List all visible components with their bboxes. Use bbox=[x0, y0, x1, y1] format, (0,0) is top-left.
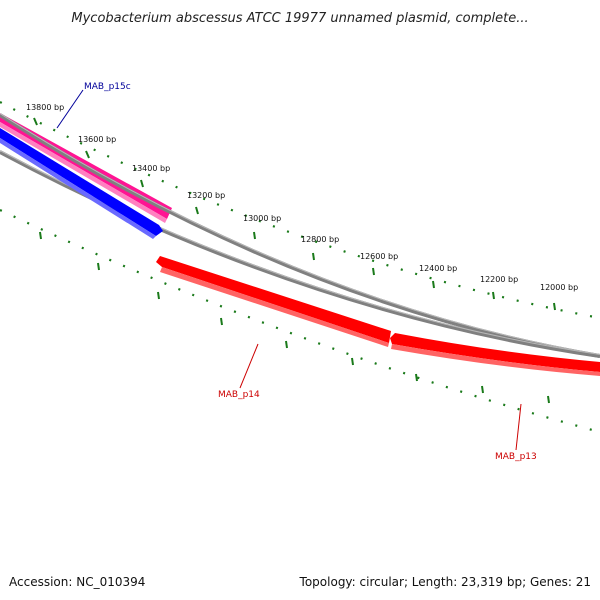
gene-mab-p15c-arrow[interactable] bbox=[0, 128, 163, 236]
major-tick bbox=[481, 385, 484, 394]
major-tick bbox=[351, 357, 354, 366]
tick-label: 13200 bp bbox=[187, 191, 225, 200]
major-tick bbox=[85, 150, 90, 159]
gene-mab-p14[interactable] bbox=[156, 256, 391, 347]
inner-tick-ring bbox=[0, 209, 600, 434]
gene-mab-p15c[interactable] bbox=[0, 128, 163, 239]
gene-mab-p13-highlight bbox=[391, 344, 600, 376]
tick-label: 13400 bp bbox=[132, 164, 170, 173]
tick-label: 12800 bp bbox=[301, 235, 339, 244]
gene-label-mab-p13[interactable]: MAB_p13 bbox=[495, 452, 537, 462]
major-tick bbox=[39, 231, 42, 240]
major-tick bbox=[140, 179, 144, 188]
gene-mab-p15c-leader bbox=[56, 89, 84, 129]
major-tick bbox=[97, 262, 100, 271]
major-tick bbox=[157, 291, 160, 300]
tick-label: 13800 bp bbox=[26, 103, 64, 112]
tick-label: 12000 bp bbox=[540, 283, 578, 292]
gene-mab-p14-leader bbox=[239, 343, 259, 389]
tick-label: 13600 bp bbox=[78, 135, 116, 144]
major-tick bbox=[253, 231, 256, 240]
pink-feature-highlight bbox=[0, 122, 167, 223]
gene-mab-p13-leader bbox=[515, 403, 522, 451]
backbone-outer bbox=[0, 113, 600, 358]
major-tick bbox=[432, 280, 435, 289]
accession-text: Accession: NC_010394 bbox=[9, 575, 145, 589]
major-tick bbox=[415, 373, 418, 382]
gene-mab-p15c-highlight bbox=[0, 138, 156, 239]
summary-text: Topology: circular; Length: 23,319 bp; G… bbox=[299, 575, 591, 589]
gene-mab-p14-highlight bbox=[160, 267, 389, 347]
tick-label: 13000 bp bbox=[243, 214, 281, 223]
backbone-outer-highlight bbox=[0, 113, 600, 355]
major-tick bbox=[312, 252, 315, 261]
tick-label: 12200 bp bbox=[480, 275, 518, 284]
backbone-inner-highlight bbox=[0, 150, 600, 355]
map-title: Mycobacterium abscessus ATCC 19977 unnam… bbox=[71, 11, 528, 26]
major-tick bbox=[553, 302, 556, 311]
backbone-inner bbox=[0, 150, 600, 358]
major-tick bbox=[285, 340, 288, 349]
tick-label: 12600 bp bbox=[360, 252, 398, 261]
gene-label-mab-p15c[interactable]: MAB_p15c bbox=[84, 82, 131, 92]
major-tick bbox=[220, 317, 223, 326]
inner-major-ticks bbox=[39, 231, 550, 404]
tick-label: 12400 bp bbox=[419, 264, 457, 273]
gene-mab-p13[interactable] bbox=[390, 333, 600, 376]
major-tick bbox=[492, 291, 495, 300]
major-tick bbox=[33, 117, 38, 126]
gene-label-mab-p14[interactable]: MAB_p14 bbox=[218, 390, 260, 400]
tick-labels: 13800 bp 13600 bp 13400 bp 13200 bp 1300… bbox=[26, 103, 578, 292]
major-tick bbox=[547, 395, 550, 404]
gene-mab-p14-arrow[interactable] bbox=[156, 256, 391, 343]
major-tick bbox=[372, 267, 375, 276]
outer-major-ticks bbox=[33, 117, 556, 311]
major-tick bbox=[195, 206, 199, 215]
gene-mab-p13-arrow[interactable] bbox=[390, 333, 600, 372]
